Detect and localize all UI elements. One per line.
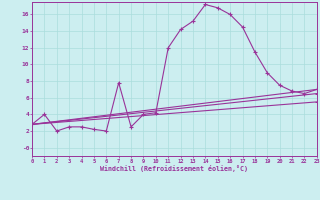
X-axis label: Windchill (Refroidissement éolien,°C): Windchill (Refroidissement éolien,°C) — [100, 165, 248, 172]
